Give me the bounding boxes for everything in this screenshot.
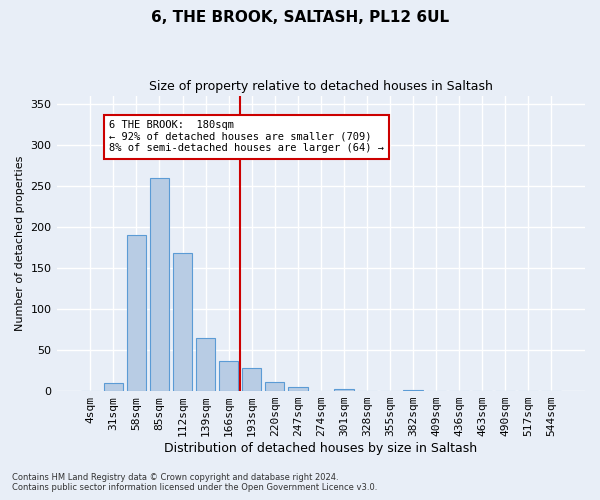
Bar: [334, 388, 353, 391]
Title: Size of property relative to detached houses in Saltash: Size of property relative to detached ho…: [149, 80, 493, 93]
Bar: [149, 178, 169, 391]
Bar: [265, 382, 284, 391]
Y-axis label: Number of detached properties: Number of detached properties: [15, 156, 25, 331]
Text: 6, THE BROOK, SALTASH, PL12 6UL: 6, THE BROOK, SALTASH, PL12 6UL: [151, 10, 449, 25]
Bar: [127, 235, 146, 391]
Bar: [242, 368, 262, 391]
Bar: [173, 253, 193, 391]
Bar: [403, 390, 423, 391]
Text: 6 THE BROOK:  180sqm
← 92% of detached houses are smaller (709)
8% of semi-detac: 6 THE BROOK: 180sqm ← 92% of detached ho…: [109, 120, 384, 154]
Bar: [288, 387, 308, 391]
X-axis label: Distribution of detached houses by size in Saltash: Distribution of detached houses by size …: [164, 442, 478, 455]
Bar: [104, 383, 123, 391]
Bar: [219, 360, 238, 391]
Bar: [196, 338, 215, 391]
Text: Contains HM Land Registry data © Crown copyright and database right 2024.
Contai: Contains HM Land Registry data © Crown c…: [12, 473, 377, 492]
